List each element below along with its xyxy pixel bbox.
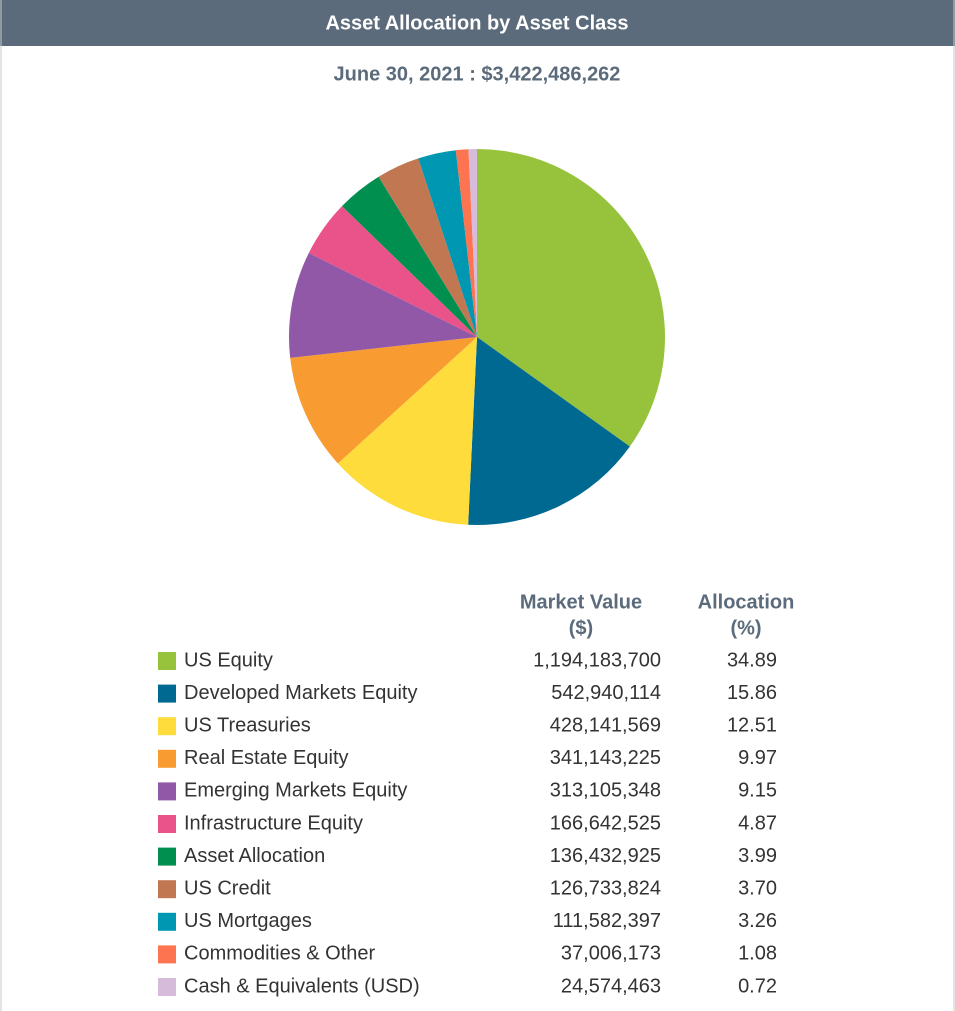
legend-label: Cash & Equivalents (USD) bbox=[184, 975, 420, 997]
legend-label: Emerging Markets Equity bbox=[184, 780, 407, 802]
allocation: 3.70 bbox=[738, 877, 777, 899]
legend-swatch bbox=[158, 782, 176, 801]
legend-swatch bbox=[158, 912, 176, 931]
column-header: ($) bbox=[569, 617, 593, 639]
market-value: 37,006,173 bbox=[561, 943, 661, 965]
pie-slice bbox=[341, 176, 477, 337]
market-value: 341,143,225 bbox=[550, 747, 661, 769]
legend-label: Developed Markets Equity bbox=[184, 682, 417, 704]
pie-slice bbox=[468, 149, 477, 337]
allocation: 4.87 bbox=[738, 812, 777, 834]
legend-swatch bbox=[158, 847, 176, 866]
allocation: 9.97 bbox=[738, 747, 777, 769]
market-value: 313,105,348 bbox=[550, 780, 661, 802]
allocation: 34.89 bbox=[727, 649, 777, 671]
market-value: 24,574,463 bbox=[561, 975, 661, 997]
header-bar bbox=[0, 0, 955, 46]
market-value: 1,194,183,700 bbox=[533, 649, 661, 671]
legend-swatch bbox=[158, 717, 176, 736]
pie-slice bbox=[477, 149, 665, 447]
allocation: 3.99 bbox=[738, 845, 777, 867]
legend: Market Value ($) Allocation (%) US Equity 1,1… bbox=[158, 591, 794, 997]
legend-swatch bbox=[158, 684, 176, 703]
allocation: 9.15 bbox=[738, 780, 777, 802]
pie-slice bbox=[337, 337, 477, 525]
market-value: 166,642,525 bbox=[550, 812, 661, 834]
pie-slice bbox=[418, 150, 477, 337]
legend-label: Infrastructure Equity bbox=[184, 812, 363, 834]
legend-swatch bbox=[158, 978, 176, 996]
legend-swatch bbox=[158, 945, 176, 964]
legend-swatch bbox=[158, 815, 176, 833]
chart-subtitle: June 30, 2021 : $3,422,486,262 bbox=[334, 63, 621, 85]
column-header: Allocation bbox=[698, 591, 795, 613]
pie bbox=[289, 149, 665, 525]
pie-slice bbox=[378, 158, 477, 337]
legend-label: Asset Allocation bbox=[184, 845, 325, 867]
legend-label: Commodities & Other bbox=[184, 943, 376, 965]
legend-swatch bbox=[158, 749, 176, 768]
allocation: 3.26 bbox=[738, 910, 777, 932]
legend-label: US Mortgages bbox=[184, 910, 312, 932]
allocation: 15.86 bbox=[727, 682, 777, 704]
legend-label: US Treasuries bbox=[184, 714, 311, 736]
pie-slice bbox=[468, 337, 630, 525]
legend-label: Real Estate Equity bbox=[184, 747, 349, 769]
market-value: 126,733,824 bbox=[550, 877, 661, 899]
market-value: 111,582,397 bbox=[553, 910, 661, 932]
allocation: 0.72 bbox=[738, 975, 777, 997]
legend-label: US Equity bbox=[184, 649, 273, 671]
pie-slice bbox=[455, 149, 477, 337]
allocation: 12.51 bbox=[727, 714, 777, 736]
allocation: 1.08 bbox=[738, 943, 777, 965]
pie-slice bbox=[290, 337, 477, 464]
column-header: Market Value bbox=[520, 591, 642, 613]
column-header: (%) bbox=[730, 617, 761, 639]
market-value: 136,432,925 bbox=[550, 845, 661, 867]
market-value: 542,940,114 bbox=[551, 682, 661, 704]
pie-slice bbox=[289, 252, 477, 358]
legend-swatch bbox=[158, 652, 176, 670]
legend-label: US Credit bbox=[184, 877, 271, 899]
legend-swatch bbox=[158, 880, 176, 899]
chart-title: Asset Allocation by Asset Class bbox=[325, 12, 628, 34]
market-value: 428,141,569 bbox=[550, 714, 661, 736]
pie-slice bbox=[308, 206, 477, 337]
